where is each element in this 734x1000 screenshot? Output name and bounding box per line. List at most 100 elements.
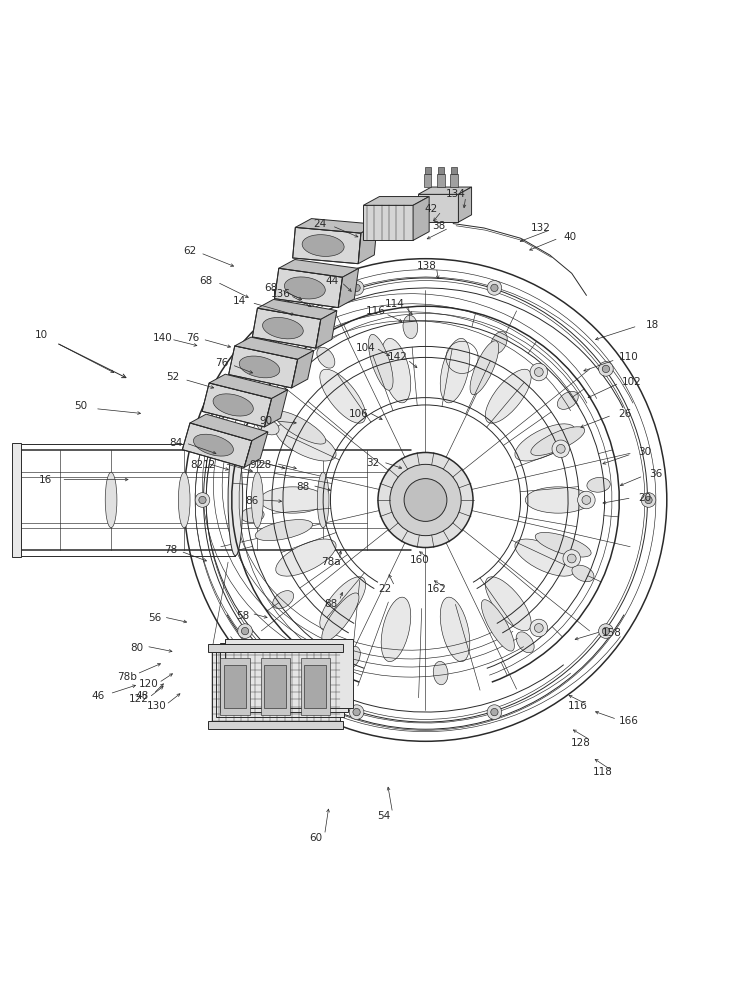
Text: 78: 78 <box>164 545 178 555</box>
Circle shape <box>487 281 502 295</box>
Circle shape <box>603 627 609 635</box>
Polygon shape <box>182 423 252 467</box>
Ellipse shape <box>557 391 578 409</box>
Text: 116: 116 <box>366 306 385 316</box>
Circle shape <box>353 708 360 716</box>
Text: 120: 120 <box>139 679 159 689</box>
Circle shape <box>195 493 210 507</box>
Text: 12: 12 <box>203 460 217 470</box>
Ellipse shape <box>320 577 366 631</box>
Circle shape <box>241 627 249 635</box>
Text: 136: 136 <box>271 289 291 299</box>
Bar <box>424 174 432 187</box>
Ellipse shape <box>317 472 329 528</box>
Text: 78b: 78b <box>117 672 137 682</box>
Polygon shape <box>358 224 377 264</box>
Polygon shape <box>293 227 361 264</box>
Text: 20: 20 <box>639 493 652 503</box>
Ellipse shape <box>535 532 591 557</box>
Circle shape <box>353 284 360 292</box>
Text: 54: 54 <box>377 811 390 821</box>
Ellipse shape <box>440 338 470 403</box>
Text: 132: 132 <box>531 223 551 233</box>
Text: 102: 102 <box>622 377 642 387</box>
Text: 14: 14 <box>233 296 246 306</box>
Text: 110: 110 <box>619 352 639 362</box>
Ellipse shape <box>470 341 498 395</box>
Circle shape <box>238 362 252 376</box>
Bar <box>264 665 286 708</box>
Ellipse shape <box>178 472 190 528</box>
Text: 122: 122 <box>129 694 149 704</box>
Polygon shape <box>291 351 313 388</box>
Ellipse shape <box>302 235 344 256</box>
Ellipse shape <box>531 427 585 455</box>
Text: 142: 142 <box>388 352 407 362</box>
Ellipse shape <box>440 597 470 662</box>
Circle shape <box>599 624 613 638</box>
Text: 78a: 78a <box>321 557 341 567</box>
Polygon shape <box>459 187 471 222</box>
Text: 46: 46 <box>91 691 104 701</box>
Polygon shape <box>316 311 337 348</box>
Polygon shape <box>190 414 268 441</box>
Text: 24: 24 <box>313 219 326 229</box>
Circle shape <box>645 496 653 504</box>
Bar <box>208 721 344 729</box>
Text: 104: 104 <box>356 343 375 353</box>
Circle shape <box>491 284 498 292</box>
Ellipse shape <box>194 434 233 456</box>
Text: 18: 18 <box>645 320 659 330</box>
Text: 42: 42 <box>425 204 438 214</box>
Text: 128: 128 <box>570 738 590 748</box>
Text: 76: 76 <box>186 333 200 343</box>
Text: 140: 140 <box>153 333 172 343</box>
Polygon shape <box>295 219 377 233</box>
Circle shape <box>530 363 548 381</box>
Circle shape <box>349 705 364 719</box>
Text: 106: 106 <box>349 409 368 419</box>
Text: 26: 26 <box>618 409 631 419</box>
Text: 88: 88 <box>296 482 309 492</box>
Text: 130: 130 <box>147 701 167 711</box>
Polygon shape <box>279 259 359 277</box>
Bar <box>305 665 327 708</box>
Text: 44: 44 <box>325 276 338 286</box>
Circle shape <box>241 365 249 373</box>
Text: 84: 84 <box>169 438 182 448</box>
Circle shape <box>349 281 364 295</box>
Circle shape <box>238 624 252 638</box>
Text: 60: 60 <box>309 833 322 843</box>
Text: 116: 116 <box>567 701 587 711</box>
Circle shape <box>556 444 565 453</box>
Circle shape <box>552 440 570 458</box>
Circle shape <box>563 550 581 567</box>
Text: 68: 68 <box>264 283 277 293</box>
Circle shape <box>534 624 543 632</box>
Text: 40: 40 <box>564 232 577 242</box>
Circle shape <box>534 368 543 376</box>
Text: 62: 62 <box>184 246 197 256</box>
Ellipse shape <box>485 577 531 631</box>
Text: 68: 68 <box>200 276 213 286</box>
Bar <box>451 167 457 174</box>
Bar <box>224 665 246 708</box>
Polygon shape <box>202 383 272 427</box>
Polygon shape <box>211 652 340 721</box>
Text: 32: 32 <box>366 458 379 468</box>
Text: 10: 10 <box>35 330 48 340</box>
Ellipse shape <box>105 472 117 528</box>
Ellipse shape <box>241 508 264 522</box>
Bar <box>12 443 21 557</box>
Circle shape <box>603 365 609 373</box>
Text: 22: 22 <box>379 584 392 594</box>
Text: 52: 52 <box>167 372 180 382</box>
Ellipse shape <box>257 418 279 435</box>
Text: 114: 114 <box>385 299 404 309</box>
Circle shape <box>642 493 656 507</box>
Polygon shape <box>229 346 298 388</box>
Polygon shape <box>216 647 344 717</box>
Circle shape <box>530 619 548 637</box>
Text: 50: 50 <box>74 401 87 411</box>
Ellipse shape <box>284 277 325 299</box>
